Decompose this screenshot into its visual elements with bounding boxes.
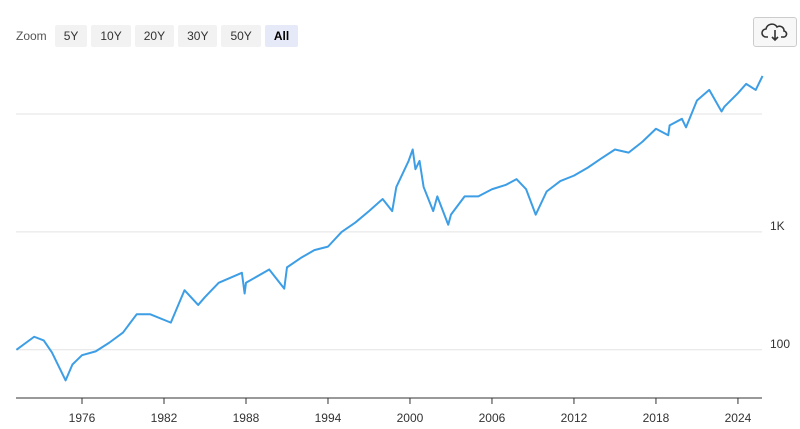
x-tick-label: 1982 bbox=[151, 411, 178, 425]
x-tick-label: 2018 bbox=[643, 411, 670, 425]
download-button[interactable] bbox=[753, 17, 797, 47]
zoom-button[interactable]: 20Y bbox=[134, 25, 175, 47]
x-tick-label: 1988 bbox=[233, 411, 260, 425]
zoom-button[interactable]: 5Y bbox=[54, 25, 88, 47]
x-tick-label: 2006 bbox=[479, 411, 506, 425]
x-tick-label: 2024 bbox=[725, 411, 752, 425]
x-tick-label: 1976 bbox=[69, 411, 96, 425]
zoom-label: Zoom bbox=[16, 29, 47, 43]
zoom-bar: Zoom 5Y 10Y 20Y 30Y 50Y All bbox=[16, 25, 299, 47]
y-tick-label: 1K bbox=[770, 219, 785, 233]
zoom-button[interactable]: All bbox=[264, 25, 299, 47]
zoom-button[interactable]: 50Y bbox=[221, 25, 261, 47]
zoom-button[interactable]: 30Y bbox=[178, 25, 218, 47]
zoom-button[interactable]: 10Y bbox=[91, 25, 131, 47]
price-line bbox=[15, 75, 764, 382]
x-tick-label: 2000 bbox=[397, 411, 424, 425]
x-tick-label: 1994 bbox=[315, 411, 342, 425]
x-tick-label: 2012 bbox=[561, 411, 588, 425]
download-icon bbox=[761, 23, 788, 42]
y-tick-label: 100 bbox=[770, 337, 790, 351]
